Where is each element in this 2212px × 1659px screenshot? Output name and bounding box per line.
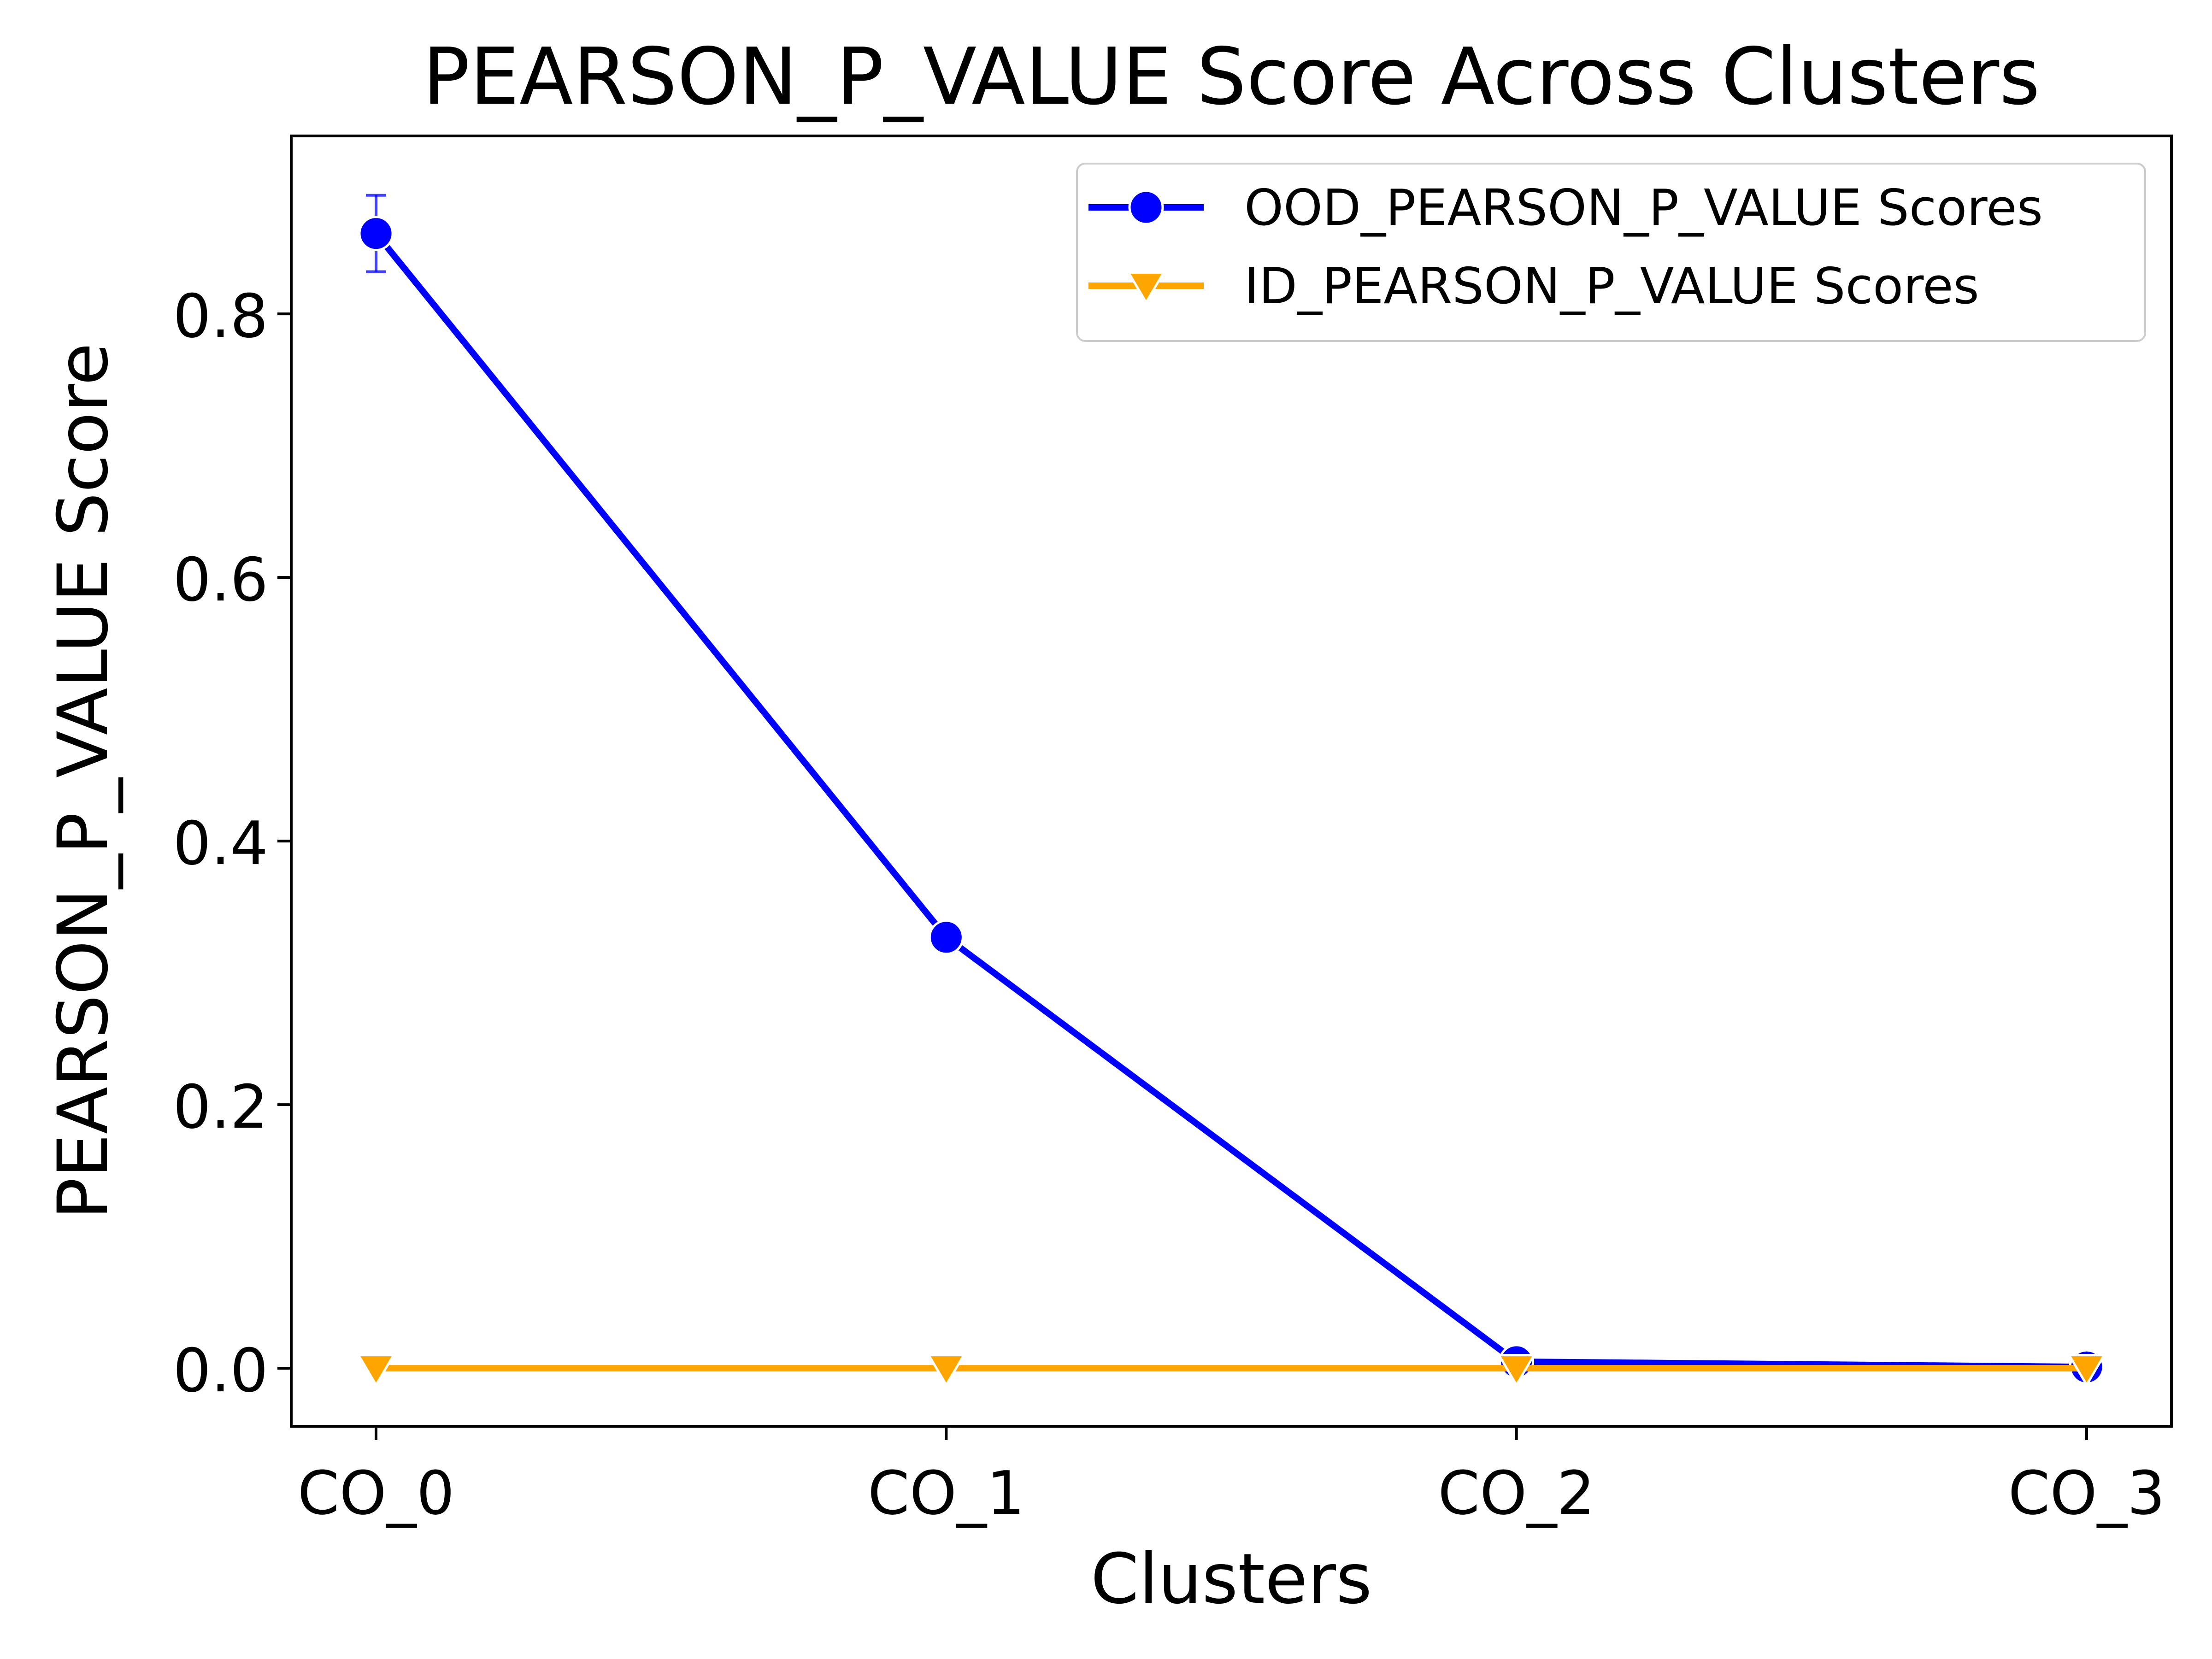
x-tick-label: CO_0 — [298, 1458, 455, 1528]
data-point — [1497, 1354, 1536, 1388]
plot-layer — [356, 194, 2106, 1388]
legend-item: ID_PEARSON_P_VALUE Scores — [1088, 258, 1979, 315]
legend-items: OOD_PEARSON_P_VALUE Scores ID_PEARSON_P_V… — [1088, 179, 2043, 315]
ticks-layer: 0.0 0.2 0.4 0.6 0.8 CO_0 CO_1 CO_2 CO_3 — [173, 281, 2165, 1528]
series-1 — [356, 1354, 2106, 1388]
y-tick-label: 0.2 — [173, 1072, 268, 1142]
y-tick-label: 0.0 — [173, 1335, 268, 1406]
legend-label: ID_PEARSON_P_VALUE Scores — [1244, 258, 1979, 315]
chart-title: PEARSON_P_VALUE Score Across Clusters — [423, 31, 2040, 123]
axes-layer — [290, 135, 2173, 1428]
data-point — [926, 1354, 966, 1388]
x-tick-label: CO_1 — [868, 1458, 1025, 1528]
y-tick-label: 0.4 — [173, 808, 268, 878]
data-point — [928, 919, 964, 955]
series-0 — [358, 194, 2105, 1385]
x-tick-label: CO_3 — [2008, 1458, 2165, 1528]
data-point — [358, 216, 394, 252]
legend-marker — [1128, 189, 1164, 225]
legend-marker — [1126, 271, 1166, 305]
legend-label: OOD_PEARSON_P_VALUE Scores — [1244, 179, 2043, 237]
legend: OOD_PEARSON_P_VALUE Scores ID_PEARSON_P_V… — [1076, 163, 2146, 342]
y-axis-label: PEARSON_P_VALUE Score — [43, 343, 124, 1219]
legend-item: OOD_PEARSON_P_VALUE Scores — [1088, 179, 2043, 237]
y-tick-label: 0.6 — [173, 545, 268, 615]
legend-box — [1076, 163, 2146, 342]
data-point — [356, 1354, 396, 1388]
plot-frame — [290, 135, 2173, 1428]
series-line — [373, 231, 2087, 1371]
x-axis-label: Clusters — [1091, 1539, 1372, 1619]
x-tick-label: CO_2 — [1438, 1458, 1595, 1528]
y-tick-label: 0.8 — [173, 281, 268, 351]
data-point — [2067, 1354, 2106, 1388]
